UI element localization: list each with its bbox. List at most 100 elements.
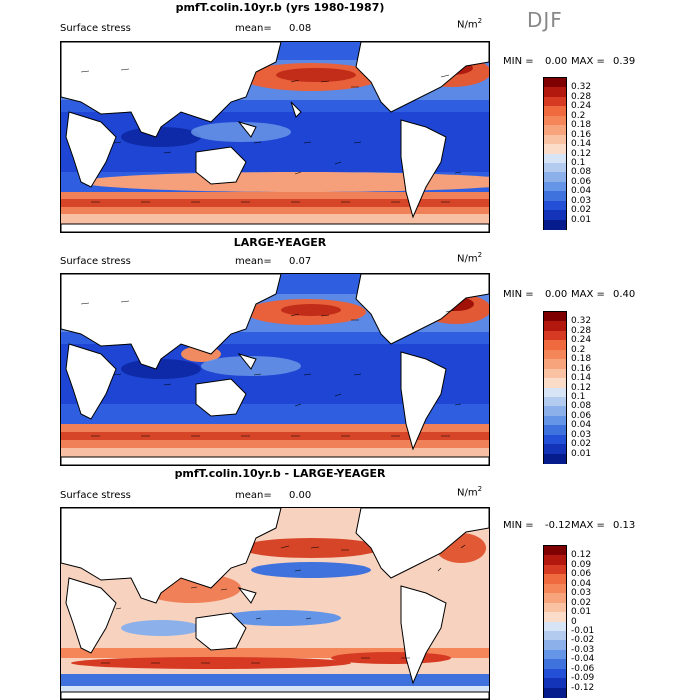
units-exponent: 2	[477, 17, 483, 25]
min-label: MIN =	[503, 289, 534, 300]
colorbar: 0.12 0.09 0.06 0.04 0.03 0.02 0.01 0 -0.01 -0.02-…	[543, 545, 594, 698]
stress-map	[60, 507, 490, 700]
colorbar-tick-label: 0.06	[571, 410, 592, 421]
colorbar-tick-label: 0.14	[571, 139, 592, 150]
colorbar-tick-label: 0.03	[571, 195, 592, 206]
colorbar-swatch	[544, 87, 566, 98]
colorbar-swatch	[544, 210, 566, 221]
units-text: N/m	[457, 19, 478, 31]
colorbar-swatch	[544, 172, 566, 183]
colorbar-swatch	[544, 564, 566, 575]
colorbar-swatch	[544, 640, 566, 651]
colorbar-swatch	[544, 555, 566, 566]
mean-label: mean=	[235, 256, 272, 267]
min-label: MIN =	[503, 56, 534, 67]
colorbar-tick-label: 0	[571, 616, 577, 627]
colorbar-tick-label: 0.2	[571, 110, 586, 121]
colorbar-tick-label: 0.24	[571, 335, 592, 346]
wind-vectors	[101, 544, 466, 664]
colorbar: 0.32 0.28 0.24 0.2 0.18 0.16 0.14 0.12 0.1 0.08 0.…	[543, 311, 591, 464]
colorbar-tick-label: 0.03	[571, 429, 592, 440]
panel-title: pmfT.colin.10yr.b (yrs 1980-1987)	[175, 1, 385, 14]
map-svg	[61, 42, 489, 232]
colorbar-tick-label: -0.03	[571, 644, 595, 655]
colorbar-tick-label: -0.04	[571, 654, 595, 665]
colorbar-swatch	[544, 200, 566, 211]
colorbar-tick-label: -0.09	[571, 673, 595, 684]
land-masses	[61, 42, 489, 232]
map-svg	[61, 274, 489, 465]
colorbar-tick-label: 0.02	[571, 597, 592, 608]
colorbar-swatch	[544, 583, 566, 594]
colorbar-swatch	[544, 368, 566, 379]
colorbar-swatch	[544, 162, 566, 173]
colorbar-tick-label: -0.01	[571, 625, 595, 636]
land-masses	[61, 274, 489, 465]
colorbar-swatch	[544, 453, 566, 464]
min-value: 0.00	[545, 56, 568, 67]
colorbar-tick-label: 0.01	[571, 607, 592, 618]
colorbar-swatch	[544, 134, 566, 145]
colorbar-swatch	[544, 125, 566, 136]
mean-value: 0.00	[289, 490, 312, 501]
max-label: MAX =	[571, 520, 605, 531]
colorbar-tick-label: 0.16	[571, 363, 592, 374]
colorbar-tick-label: -0.12	[571, 682, 595, 693]
colorbar-tick-label: 0.18	[571, 120, 592, 131]
units-label: N/m2	[457, 485, 482, 498]
colorbar-swatch	[544, 687, 566, 698]
colorbar-tick-label: 0.2	[571, 344, 586, 355]
colorbar-tick-label: 0.09	[571, 559, 592, 570]
colorbar-tick-label: 0.08	[571, 167, 592, 178]
colorbar-swatch	[544, 349, 566, 360]
units-exponent: 2	[477, 485, 483, 493]
colorbar-tick-label: 0.18	[571, 354, 592, 365]
colorbar-swatch	[544, 630, 566, 641]
colorbar-tick-label: 0.32	[571, 316, 592, 327]
colorbar-swatch	[544, 321, 566, 332]
units-text: N/m	[457, 253, 478, 265]
colorbar-swatch	[544, 78, 566, 88]
colorbar-swatch	[544, 612, 566, 622]
panel-title: LARGE-YEAGER	[233, 236, 327, 249]
colorbar-tick-label: 0.04	[571, 186, 592, 197]
colorbar-tick-label: 0.08	[571, 401, 592, 412]
colorbar-swatch	[544, 96, 566, 107]
min-label: MIN =	[503, 520, 534, 531]
colorbar-tick-label: 0.12	[571, 550, 592, 561]
variable-label: Surface stress	[60, 23, 131, 34]
colorbar-swatch	[544, 312, 566, 322]
colorbar-swatch	[544, 330, 566, 341]
colorbar-swatch	[544, 106, 566, 117]
colorbar-tick-label: 0.01	[571, 448, 592, 459]
colorbar: 0.32 0.28 0.24 0.2 0.18 0.16 0.14 0.12 0.1 0.08 0.…	[543, 77, 591, 230]
colorbar-tick-label: 0.28	[571, 325, 592, 336]
colorbar-swatch	[544, 574, 566, 585]
colorbar-tick-label: 0.32	[571, 82, 592, 93]
units-label: N/m2	[457, 251, 482, 264]
colorbar-tick-label: 0.02	[571, 439, 592, 450]
max-label: MAX =	[571, 56, 605, 67]
colorbar-tick-label: 0.01	[571, 214, 592, 225]
map-svg	[61, 508, 489, 699]
max-value: 0.39	[613, 56, 636, 67]
colorbar-tick-label: 0.28	[571, 91, 592, 102]
colorbar-tick-label: 0.06	[571, 569, 592, 580]
colorbar-swatch	[544, 406, 566, 417]
colorbar-swatch	[544, 415, 566, 426]
colorbar-swatch	[544, 602, 566, 613]
colorbar-swatch	[544, 546, 566, 556]
colorbar-swatch	[544, 444, 566, 455]
colorbar-tick-label: 0.16	[571, 129, 592, 140]
units-text: N/m	[457, 487, 478, 499]
colorbar-swatch	[544, 678, 566, 689]
units-exponent: 2	[477, 251, 483, 259]
colorbar-tick-label: 0.12	[571, 148, 592, 159]
colorbar-swatch	[544, 659, 566, 670]
units-label: N/m2	[457, 17, 482, 30]
colorbar-tick-label: 0.06	[571, 176, 592, 187]
panel-title: pmfT.colin.10yr.b - LARGE-YEAGER	[174, 467, 386, 480]
colorbar-swatch	[544, 181, 566, 192]
colorbar-swatch	[544, 425, 566, 436]
stress-map	[60, 41, 490, 233]
